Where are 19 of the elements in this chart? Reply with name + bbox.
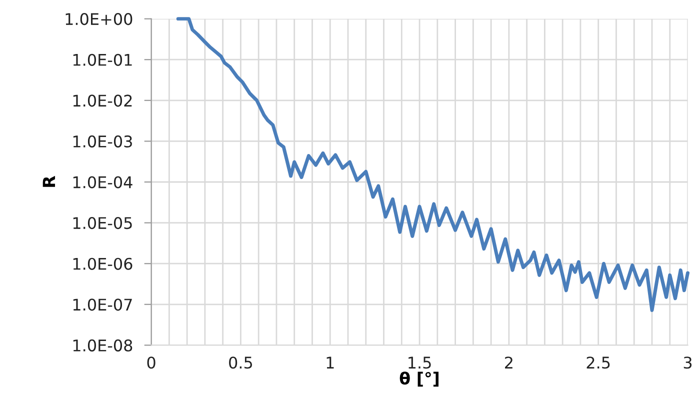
x-tick-label: 3: [684, 356, 692, 369]
x-tick-label: 0: [147, 356, 156, 369]
x-axis-title: θ [°]: [400, 372, 438, 387]
y-tick-label: 1.0E-04: [73, 176, 132, 188]
x-tick-label: 2: [505, 356, 512, 368]
y-tick-label: 1.0E-02: [73, 94, 132, 107]
line-series: [176, 17, 690, 312]
x-tick-label: 1: [326, 356, 334, 368]
y-axis-title: R: [42, 176, 56, 187]
x-tick-label: 0.5: [229, 356, 252, 369]
y-tick-label: 1.0E-07: [73, 298, 132, 311]
x-tick-label: 1.5: [408, 356, 431, 369]
y-tick-label: 1.0E-05: [73, 217, 132, 230]
y-tick-label: 1.0E+00: [66, 13, 132, 26]
y-tick-label: 1.0E-03: [73, 135, 132, 148]
y-tick-label: 1.0E-01: [73, 54, 132, 66]
y-tick-label: 1.0E-06: [73, 258, 132, 270]
y-tick-label: 1.0E-08: [73, 339, 132, 352]
x-tick-label: 2.5: [586, 356, 610, 369]
